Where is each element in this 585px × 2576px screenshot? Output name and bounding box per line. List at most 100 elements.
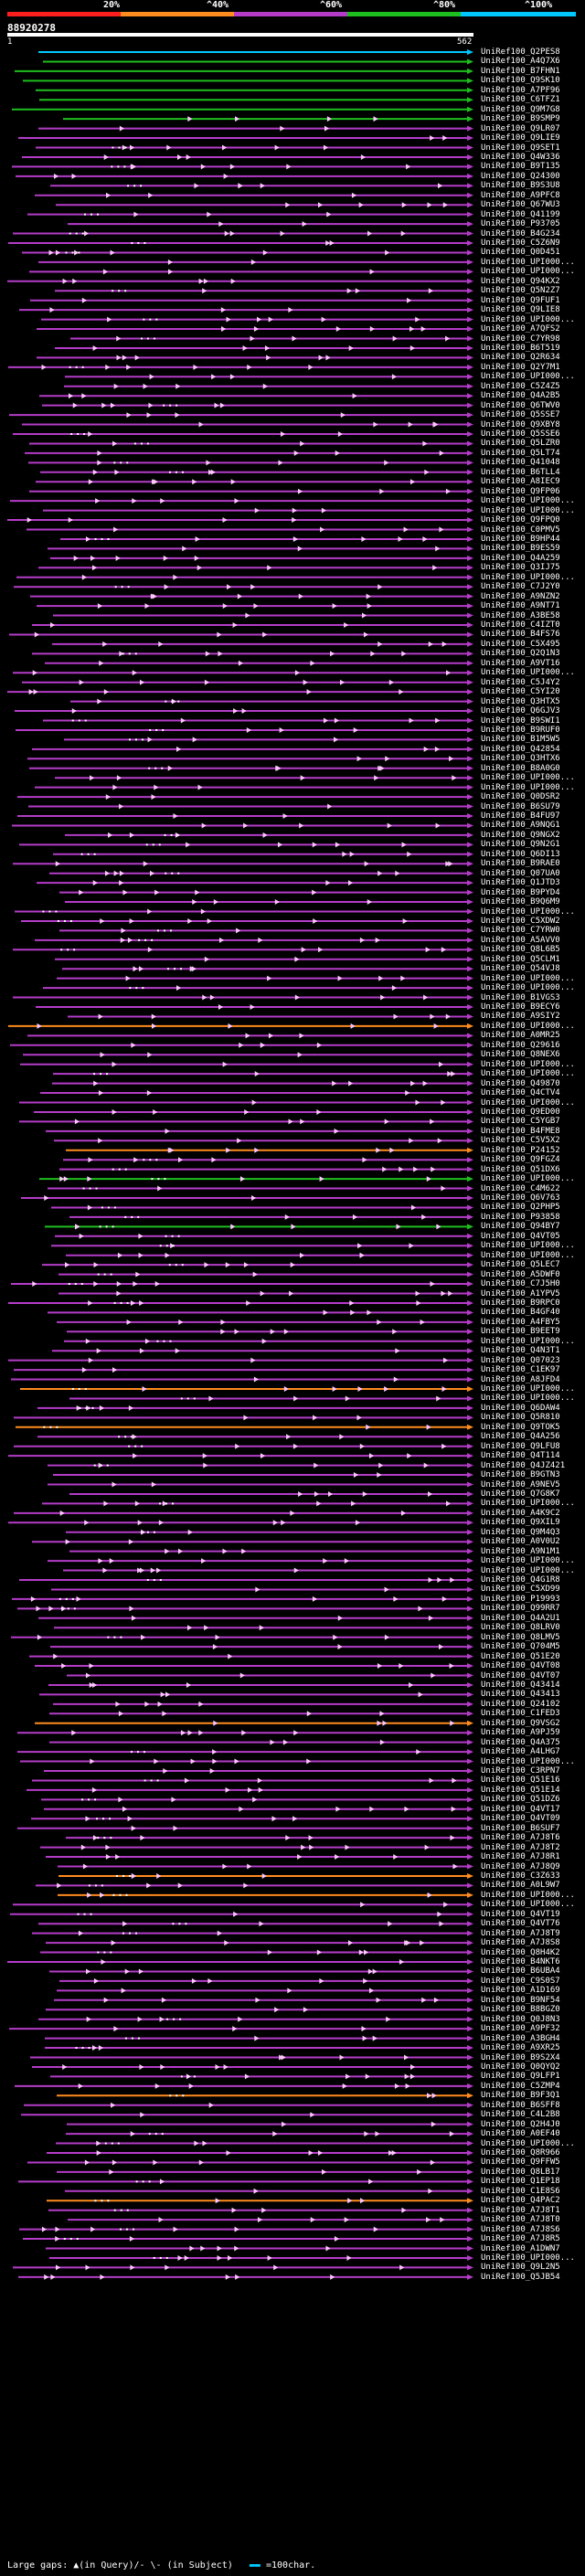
hit-row[interactable]: [66, 1835, 473, 1841]
hit-label[interactable]: UniRef100_A9NQG1: [481, 821, 560, 831]
hit-row[interactable]: [8, 1299, 473, 1306]
hit-row[interactable]: [54, 1138, 473, 1144]
hit-label[interactable]: UniRef100_C5ZMP4: [481, 2081, 560, 2091]
hit-row[interactable]: [16, 173, 473, 179]
hit-label[interactable]: UniRef100_UPI000...: [481, 1384, 575, 1394]
hit-row[interactable]: [49, 1711, 473, 1717]
hit-label[interactable]: UniRef100_Q9M7G8: [481, 104, 560, 114]
hit-row[interactable]: [70, 698, 473, 705]
hit-row[interactable]: [29, 1653, 473, 1659]
hit-label[interactable]: UniRef100_Q9SET1: [481, 143, 560, 153]
hit-row[interactable]: [16, 574, 473, 580]
hit-row[interactable]: [62, 966, 473, 972]
hit-label[interactable]: UniRef100_Q2H4J0: [481, 2119, 560, 2129]
hit-label[interactable]: UniRef100_Q9FPQ0: [481, 515, 560, 525]
hit-label[interactable]: UniRef100_Q4N3T1: [481, 1346, 560, 1356]
hit-row[interactable]: [35, 784, 473, 790]
hit-label[interactable]: UniRef100_UPI000...: [481, 267, 575, 277]
hit-label[interactable]: UniRef100_A1YPV5: [481, 1288, 560, 1299]
hit-row[interactable]: [42, 1500, 473, 1507]
hit-label[interactable]: UniRef100_A7J8T9: [481, 1928, 560, 1938]
hit-row[interactable]: [32, 622, 473, 628]
hit-label[interactable]: UniRef100_Q9NGX2: [481, 830, 560, 840]
hit-row[interactable]: [8, 364, 473, 370]
hit-row[interactable]: [27, 1033, 473, 1039]
hit-label[interactable]: UniRef100_Q8LB17: [481, 2167, 560, 2177]
hit-row[interactable]: [37, 1434, 473, 1440]
hit-label[interactable]: UniRef100_Q0J8N3: [481, 2014, 560, 2024]
hit-label[interactable]: UniRef100_UPI000...: [481, 572, 575, 582]
hit-label[interactable]: UniRef100_Q99RR7: [481, 1604, 560, 1614]
hit-label[interactable]: UniRef100_Q4VT76: [481, 1919, 560, 1929]
hit-label[interactable]: UniRef100_C1E8S6: [481, 2186, 560, 2196]
hit-row[interactable]: [57, 2168, 473, 2175]
hit-label[interactable]: UniRef100_Q5CLM1: [481, 954, 560, 964]
hit-row[interactable]: [38, 49, 473, 55]
hit-label[interactable]: UniRef100_A3BE58: [481, 610, 560, 620]
hit-row[interactable]: [49, 2254, 473, 2261]
hit-row[interactable]: [38, 1615, 473, 1621]
hit-row[interactable]: [32, 651, 473, 657]
hit-row[interactable]: [68, 2217, 473, 2223]
hit-label[interactable]: UniRef100_Q6V763: [481, 1193, 560, 1203]
hit-row[interactable]: [65, 832, 473, 838]
hit-row[interactable]: [9, 412, 473, 419]
hit-row[interactable]: [13, 2264, 473, 2271]
hit-label[interactable]: UniRef100_Q2PES8: [481, 48, 560, 57]
hit-label[interactable]: UniRef100_Q51DZ6: [481, 1795, 560, 1805]
hit-row[interactable]: [65, 899, 473, 906]
hit-label[interactable]: UniRef100_A0V0U2: [481, 1537, 560, 1547]
hit-row[interactable]: [36, 1882, 473, 1889]
hit-label[interactable]: UniRef100_Q5SSE7: [481, 410, 560, 420]
hit-row[interactable]: [58, 1863, 473, 1870]
hit-label[interactable]: UniRef100_Q9SK10: [481, 76, 560, 86]
hit-label[interactable]: UniRef100_C3RPN7: [481, 1766, 560, 1776]
hit-label[interactable]: UniRef100_Q41199: [481, 209, 560, 219]
hit-label[interactable]: UniRef100_C7YRW0: [481, 926, 560, 936]
hit-label[interactable]: UniRef100_UPI000...: [481, 1250, 575, 1260]
hit-label[interactable]: UniRef100_A1D169: [481, 1986, 560, 1996]
hit-label[interactable]: UniRef100_Q9FGZ4: [481, 1155, 560, 1165]
hit-row[interactable]: [32, 2063, 473, 2070]
hit-label[interactable]: UniRef100_UPI000...: [481, 2253, 575, 2263]
hit-label[interactable]: UniRef100_Q67WU3: [481, 200, 560, 210]
hit-row[interactable]: [35, 192, 473, 198]
hit-row[interactable]: [27, 756, 473, 762]
hit-row[interactable]: [67, 1672, 473, 1679]
hit-label[interactable]: UniRef100_B9T135: [481, 162, 560, 172]
hit-row[interactable]: [39, 1691, 473, 1698]
hit-row[interactable]: [13, 431, 473, 437]
hit-label[interactable]: UniRef100_Q5LEC7: [481, 1260, 560, 1270]
hit-row[interactable]: [38, 125, 473, 132]
hit-row[interactable]: [23, 1052, 473, 1058]
hit-row[interactable]: [12, 822, 473, 829]
hit-label[interactable]: UniRef100_UPI000...: [481, 1021, 575, 1031]
hit-row[interactable]: [8, 240, 473, 246]
hit-label[interactable]: UniRef100_Q704M5: [481, 1642, 560, 1652]
hit-label[interactable]: UniRef100_A9NEV5: [481, 1479, 560, 1489]
hit-row[interactable]: [17, 1606, 473, 1612]
hit-label[interactable]: UniRef100_A5AVV0: [481, 935, 560, 945]
hit-label[interactable]: UniRef100_Q5N2Z7: [481, 286, 560, 296]
hit-row[interactable]: [17, 794, 473, 800]
hit-row[interactable]: [19, 842, 473, 848]
hit-row[interactable]: [17, 1730, 473, 1736]
hit-row[interactable]: [8, 1520, 473, 1526]
hit-label[interactable]: UniRef100_B9F3Q1: [481, 2091, 560, 2101]
hit-row[interactable]: [32, 1539, 473, 1545]
hit-row[interactable]: [27, 211, 473, 217]
hit-row[interactable]: [50, 555, 473, 561]
hit-label[interactable]: UniRef100_B6TLL4: [481, 467, 560, 477]
hit-label[interactable]: UniRef100_A9PFC8: [481, 190, 560, 200]
hit-label[interactable]: UniRef100_Q9LFU8: [481, 1441, 560, 1451]
hit-label[interactable]: UniRef100_B6SU79: [481, 801, 560, 811]
hit-label[interactable]: UniRef100_C4IZT0: [481, 620, 560, 630]
hit-label[interactable]: UniRef100_Q51DX6: [481, 1164, 560, 1174]
hit-row[interactable]: [49, 870, 473, 876]
hit-row[interactable]: [59, 1977, 473, 1984]
hit-row[interactable]: [38, 2016, 473, 2022]
hit-label[interactable]: UniRef100_B9HP44: [481, 534, 560, 544]
hit-row[interactable]: [20, 1758, 473, 1765]
hit-row[interactable]: [41, 1797, 473, 1803]
hit-label[interactable]: UniRef100_Q0DSR2: [481, 792, 560, 802]
